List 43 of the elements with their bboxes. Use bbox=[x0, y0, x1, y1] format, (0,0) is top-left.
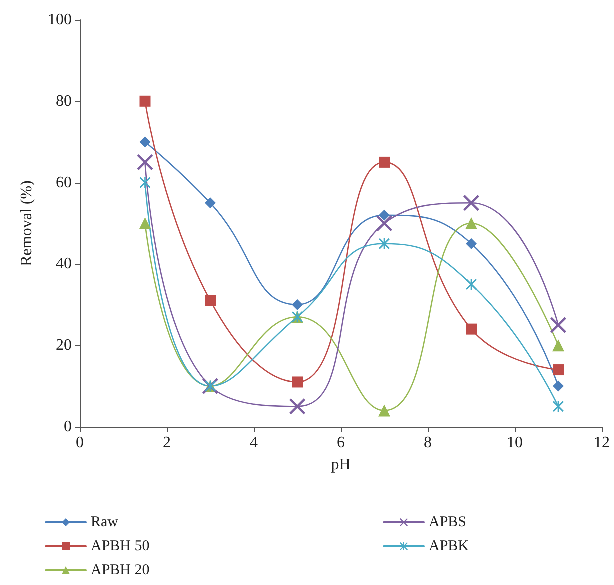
legend-label: APBH 50 bbox=[91, 538, 150, 554]
y-tick-label: 40 bbox=[56, 256, 72, 273]
y-tick-label: 100 bbox=[48, 12, 72, 28]
y-axis-title: Removal (%) bbox=[18, 180, 36, 266]
point bbox=[290, 398, 306, 415]
x-tick-label: 8 bbox=[424, 434, 432, 452]
point bbox=[552, 340, 564, 352]
y-tick-label: 20 bbox=[56, 337, 72, 354]
point bbox=[139, 218, 152, 230]
legend-label: APBK bbox=[429, 538, 470, 554]
point bbox=[466, 218, 478, 230]
point bbox=[376, 216, 392, 232]
point bbox=[292, 376, 303, 388]
legend-label: APBS bbox=[429, 514, 467, 530]
x-tick-label: 12 bbox=[594, 434, 610, 452]
y-tick-label: 60 bbox=[56, 174, 72, 192]
point bbox=[137, 154, 154, 170]
point bbox=[464, 195, 480, 212]
y-tick-label: 0 bbox=[64, 418, 72, 436]
legend-label: APBH 20 bbox=[91, 562, 150, 578]
x-tick-label: 4 bbox=[250, 434, 258, 452]
point bbox=[379, 210, 390, 221]
point bbox=[140, 96, 151, 107]
x-tick-label: 2 bbox=[163, 434, 171, 452]
point bbox=[553, 364, 564, 376]
point bbox=[553, 380, 564, 392]
point bbox=[140, 177, 151, 188]
point bbox=[550, 317, 566, 334]
point bbox=[466, 279, 477, 290]
x-axis-title: pH bbox=[331, 456, 352, 474]
x-tick-label: 6 bbox=[337, 434, 345, 452]
legend-label: Raw bbox=[91, 514, 119, 530]
point bbox=[466, 324, 477, 335]
point bbox=[140, 136, 151, 148]
point bbox=[378, 404, 390, 417]
point bbox=[466, 238, 477, 250]
point bbox=[379, 156, 390, 168]
x-tick-label: 10 bbox=[507, 434, 523, 452]
point bbox=[205, 198, 216, 209]
x-tick-label: 0 bbox=[76, 434, 84, 452]
point bbox=[292, 299, 303, 310]
y-tick-label: 80 bbox=[56, 92, 72, 110]
point bbox=[205, 295, 216, 306]
